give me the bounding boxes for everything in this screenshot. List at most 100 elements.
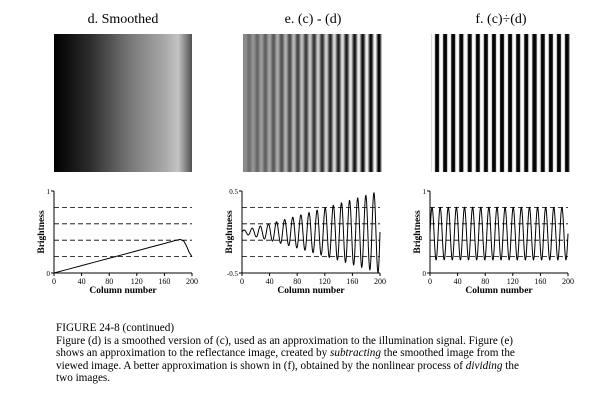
image-column xyxy=(567,34,569,172)
image-column xyxy=(490,34,492,172)
image-column xyxy=(285,34,287,172)
x-tick-label: 80 xyxy=(481,277,489,286)
image-column xyxy=(364,34,366,172)
y-tick-label: 1 xyxy=(47,188,51,196)
image-column xyxy=(373,34,375,172)
image-column xyxy=(461,34,463,172)
image-column xyxy=(343,34,345,172)
image-column xyxy=(312,34,314,172)
image-column xyxy=(277,34,279,172)
x-tick-label: 120 xyxy=(131,277,143,286)
image-column xyxy=(510,34,512,172)
x-tick-label: 0 xyxy=(240,277,244,286)
x-tick-label: 0 xyxy=(52,277,56,286)
x-tick-label: 160 xyxy=(534,277,546,286)
image-smoothed xyxy=(54,34,192,172)
image-column xyxy=(307,34,309,172)
image-column xyxy=(433,34,435,172)
x-tick-label: 160 xyxy=(346,277,358,286)
image-column xyxy=(431,34,433,172)
image-column xyxy=(331,34,333,172)
image-column xyxy=(563,34,565,172)
image-column xyxy=(521,34,523,172)
image-column xyxy=(357,34,359,172)
y-axis-label: Brightness xyxy=(37,210,47,254)
image-column xyxy=(546,34,548,172)
x-tick-label: 200 xyxy=(374,277,386,286)
image-column xyxy=(514,34,516,172)
image-column xyxy=(267,34,269,172)
image-column xyxy=(457,34,459,172)
image-column xyxy=(467,34,469,172)
image-column xyxy=(293,34,295,172)
image-column xyxy=(257,34,259,172)
image-column xyxy=(321,34,323,172)
image-column xyxy=(262,34,264,172)
x-tick-label: 40 xyxy=(266,277,274,286)
image-column xyxy=(371,34,373,172)
image-column xyxy=(294,34,296,172)
image-column xyxy=(495,34,497,172)
image-column xyxy=(522,34,524,172)
image-column xyxy=(513,34,515,172)
image-column xyxy=(282,34,284,172)
image-column xyxy=(356,34,358,172)
y-tick-label: 0 xyxy=(423,270,427,278)
image-column xyxy=(310,34,312,172)
image-column xyxy=(334,34,336,172)
panel-title-d: d. Smoothed xyxy=(88,12,159,27)
image-column xyxy=(253,34,255,172)
image-column xyxy=(507,34,509,172)
image-column xyxy=(531,34,533,172)
image-column xyxy=(354,34,356,172)
image-column xyxy=(358,34,360,172)
series-line xyxy=(53,238,193,274)
image-column xyxy=(244,34,246,172)
image-column xyxy=(251,34,253,172)
image-column xyxy=(478,34,480,172)
image-column xyxy=(254,34,256,172)
image-column xyxy=(323,34,325,172)
image-column xyxy=(550,34,552,172)
image-column xyxy=(451,34,453,172)
y-tick-label: 0.5 xyxy=(229,188,238,196)
image-column xyxy=(273,34,275,172)
image-column xyxy=(489,34,491,172)
image-column xyxy=(284,34,286,172)
x-axis-label: Column number xyxy=(465,286,533,296)
image-column xyxy=(512,34,514,172)
x-tick-label: 120 xyxy=(319,277,331,286)
image-column xyxy=(454,34,456,172)
panel-title-f: f. (c)÷(d) xyxy=(475,12,527,27)
image-column xyxy=(532,34,534,172)
image-column xyxy=(264,34,266,172)
x-tick-label: 120 xyxy=(507,277,519,286)
image-column xyxy=(315,34,317,172)
caption-emphasis: subtracting xyxy=(330,347,381,360)
image-column xyxy=(527,34,529,172)
image-column xyxy=(370,34,372,172)
image-column xyxy=(536,34,538,172)
image-column xyxy=(497,34,499,172)
image-column xyxy=(297,34,299,172)
y-tick-label: -0.5 xyxy=(227,270,239,278)
image-column xyxy=(509,34,511,172)
image-column xyxy=(368,34,370,172)
image-column xyxy=(537,34,539,172)
image-column xyxy=(265,34,267,172)
image-column xyxy=(470,34,472,172)
image-column xyxy=(301,34,303,172)
image-column xyxy=(558,34,560,172)
image-column xyxy=(250,34,252,172)
image-column xyxy=(318,34,320,172)
image-column xyxy=(450,34,452,172)
image-column xyxy=(545,34,547,172)
image-column xyxy=(459,34,461,172)
image-column xyxy=(442,34,444,172)
image-column xyxy=(327,34,329,172)
image-column xyxy=(346,34,348,172)
image-column xyxy=(557,34,559,172)
image-column xyxy=(485,34,487,172)
image-column xyxy=(446,34,448,172)
image-column xyxy=(303,34,305,172)
